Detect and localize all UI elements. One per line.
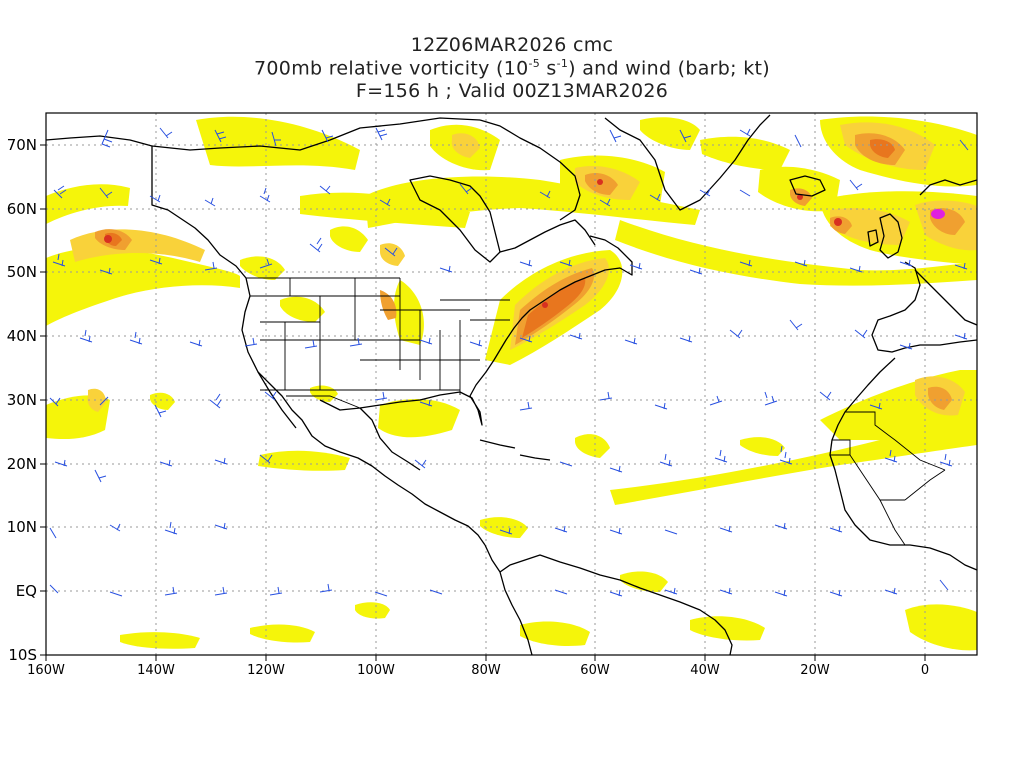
lat-label-30n: 30N bbox=[7, 391, 37, 409]
wind-barbs bbox=[49, 127, 969, 597]
lon-label-60w: 60W bbox=[580, 663, 610, 678]
latitude-labels: 70N 60N 50N 40N 30N 20N 10N EQ 10S bbox=[7, 136, 37, 664]
lat-label-50n: 50N bbox=[7, 263, 37, 281]
lat-label-60n: 60N bbox=[7, 200, 37, 218]
lon-label-20w: 20W bbox=[800, 663, 830, 678]
vorticity-field bbox=[46, 116, 977, 651]
lon-label-100w: 100W bbox=[357, 663, 395, 678]
longitude-labels: 160W 140W 120W 100W 80W 60W 40W 20W 0 bbox=[27, 663, 929, 678]
map-title: 12Z06MAR2026 cmc bbox=[410, 34, 614, 56]
lat-label-10n: 10N bbox=[7, 518, 37, 536]
political-boundaries bbox=[246, 277, 946, 546]
coastlines bbox=[46, 114, 977, 655]
subtitle-exponent-1: -5 bbox=[528, 57, 541, 70]
lon-label-120w: 120W bbox=[247, 663, 285, 678]
lat-label-eq: EQ bbox=[16, 582, 37, 600]
subtitle-mid: s bbox=[540, 57, 557, 80]
lat-label-70n: 70N bbox=[7, 136, 37, 154]
lon-label-140w: 140W bbox=[137, 663, 175, 678]
map-subtitle: 700mb relative vorticity (10-5 s-1) and … bbox=[0, 57, 1024, 79]
lon-label-0: 0 bbox=[921, 663, 929, 678]
subtitle-prefix: 700mb relative vorticity (10 bbox=[254, 57, 529, 80]
plot-frame bbox=[45, 112, 978, 656]
lon-label-80w: 80W bbox=[471, 663, 501, 678]
lon-label-160w: 160W bbox=[27, 663, 65, 678]
vorticity-magenta-max bbox=[931, 209, 945, 219]
lat-label-10s: 10S bbox=[8, 646, 37, 664]
lat-label-20n: 20N bbox=[7, 455, 37, 473]
subtitle-suffix: ) and wind (barb; kt) bbox=[568, 57, 770, 80]
lat-lon-grid bbox=[46, 113, 977, 655]
map-valid-time: F=156 h ; Valid 00Z13MAR2026 bbox=[355, 80, 669, 102]
subtitle-exponent-2: -1 bbox=[556, 57, 569, 70]
lon-label-40w: 40W bbox=[690, 663, 720, 678]
vorticity-red-layer bbox=[104, 179, 842, 308]
vorticity-yellow-layer bbox=[46, 116, 977, 651]
lat-label-40n: 40N bbox=[7, 327, 37, 345]
axis-ticks bbox=[40, 144, 926, 661]
